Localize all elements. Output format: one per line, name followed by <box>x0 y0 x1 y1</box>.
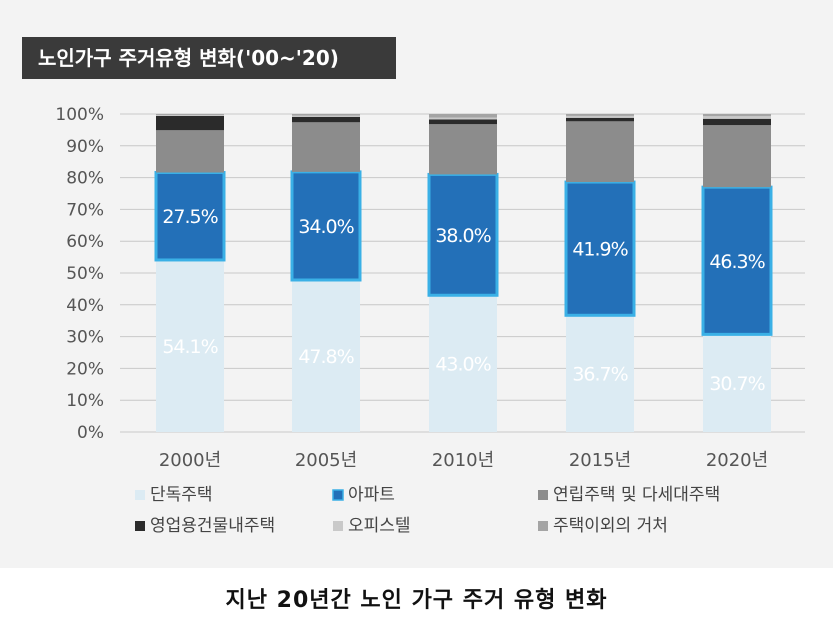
bar-segment <box>564 180 636 317</box>
legend-swatch <box>332 489 344 501</box>
x-tick-label: 2000년 <box>159 450 221 471</box>
y-tick-label: 90% <box>66 137 104 157</box>
bar-segment <box>703 125 771 188</box>
bar-segment <box>429 114 497 118</box>
legend-swatch <box>333 521 343 531</box>
bar-segment <box>703 118 771 126</box>
bar-segment <box>566 117 634 122</box>
legend-label: 단독주택 <box>150 485 213 505</box>
bar-segment <box>156 130 224 173</box>
legend-label: 영업용건물내주택 <box>150 516 275 536</box>
bar-segment <box>429 295 497 432</box>
legend-swatch <box>538 521 548 531</box>
bar-segment <box>429 117 497 120</box>
chart-title: 노인가구 주거유형 변화('00~'20) <box>22 37 396 79</box>
bar-segment <box>156 114 224 116</box>
chart-panel <box>0 0 833 568</box>
bar-segment <box>703 114 771 117</box>
bar-segment <box>290 170 362 282</box>
legend-label: 오피스텔 <box>348 516 411 536</box>
bar-segment <box>429 124 497 175</box>
legend-label: 주택이외의 거처 <box>553 516 668 536</box>
bar-segment <box>566 115 634 118</box>
data-label: 34.0% <box>298 216 353 238</box>
y-tick-label: 60% <box>66 232 104 252</box>
data-label: 54.1% <box>162 336 217 358</box>
bars <box>154 114 773 432</box>
y-tick-label: 10% <box>66 391 104 411</box>
data-label: 27.5% <box>162 206 217 228</box>
bar-segment <box>154 171 226 262</box>
y-tick-label: 80% <box>66 169 104 189</box>
data-label: 38.0% <box>435 225 490 247</box>
bar-segment <box>701 185 773 336</box>
x-tick-label: 2020년 <box>706 450 768 471</box>
data-labels: 54.1% 27.5% 47.8% 34.0% 43.0% 38.0% 36.7% 41.9%… <box>162 206 765 395</box>
y-tick-label: 40% <box>66 296 104 316</box>
legend-swatch <box>538 490 548 500</box>
y-tick-label: 50% <box>66 264 104 284</box>
data-label: 46.3% <box>709 251 764 273</box>
legend-swatch <box>135 490 145 500</box>
bar-segment <box>156 259 224 432</box>
bar-segment <box>427 172 499 297</box>
bar-segment <box>566 315 634 432</box>
x-tick-label: 2015년 <box>569 450 631 471</box>
bar-segment <box>292 114 360 116</box>
y-tick-label: 20% <box>66 359 104 379</box>
bar-segment <box>292 122 360 172</box>
legend-label: 연립주택 및 다세대주택 <box>553 485 720 505</box>
stacked-bar-chart: 0% 10% 20% 30% 40% 50% 60% 70% 80% 90% 100% 54.1% 2… <box>55 105 805 536</box>
y-tick-label: 0% <box>77 423 104 443</box>
data-label: 43.0% <box>435 354 490 376</box>
bar-segment <box>429 119 497 125</box>
legend-label: 아파트 <box>348 485 395 505</box>
bar-segment <box>292 279 360 432</box>
bar-segment <box>156 115 224 131</box>
y-axis-ticks: 0% 10% 20% 30% 40% 50% 60% 70% 80% 90% 100% <box>55 105 104 443</box>
bar-segment <box>156 114 224 115</box>
y-tick-label: 30% <box>66 328 104 348</box>
x-tick-label: 2010년 <box>432 450 494 471</box>
bar-segment <box>703 334 771 432</box>
x-axis-ticks: 2000년 2005년 2010년 2015년 2020년 <box>159 450 768 471</box>
data-label: 36.7% <box>572 364 627 386</box>
bar-segment <box>292 116 360 123</box>
y-tick-label: 70% <box>66 200 104 220</box>
data-label: 30.7% <box>709 373 764 395</box>
legend-swatch <box>135 521 145 531</box>
bar-segment <box>703 116 771 119</box>
data-label: 41.9% <box>572 239 627 261</box>
y-tick-label: 100% <box>55 105 104 125</box>
bar-segment <box>566 121 634 183</box>
x-tick-label: 2005년 <box>295 450 357 471</box>
bar-segment <box>566 114 634 116</box>
figure-caption: 지난 20년간 노인 가구 주거 유형 변화 <box>225 588 608 613</box>
bar-segment <box>292 115 360 117</box>
data-label: 47.8% <box>298 346 353 368</box>
